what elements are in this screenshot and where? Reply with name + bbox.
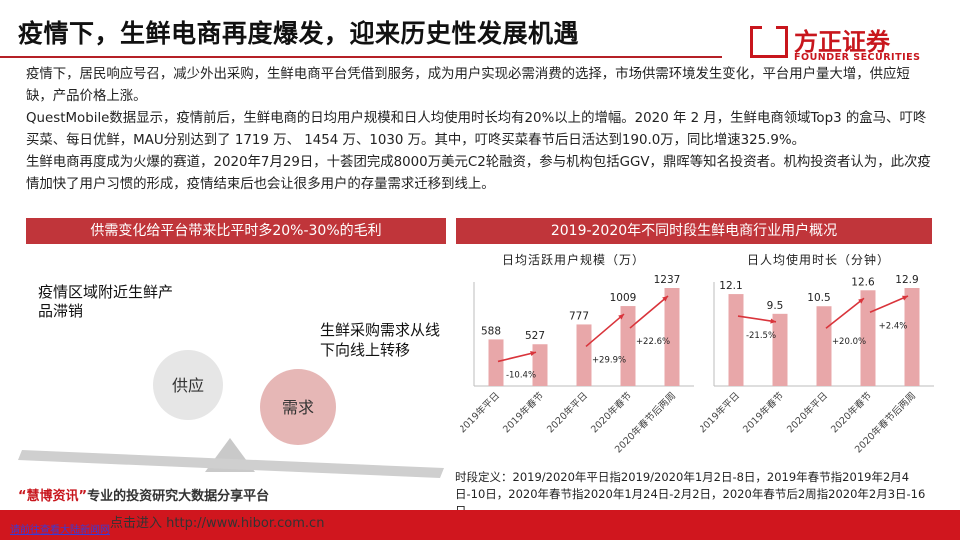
- footer-url[interactable]: 点击进入 http://www.hibor.com.cn: [110, 512, 324, 531]
- logo-brand-cn: 方正证券: [794, 28, 890, 56]
- demand-label: 需求: [282, 398, 314, 417]
- growth-label-0: -10.4%: [506, 370, 536, 380]
- seesaw-plank: [18, 450, 444, 478]
- growth-arrowhead-2: [662, 296, 668, 302]
- title-divider: [0, 56, 722, 58]
- category-label-0: 2019年平日: [700, 390, 742, 436]
- region-label: 疫情区域附近生鲜产品滞销: [38, 283, 174, 320]
- value-label-4: 12.9: [895, 274, 918, 286]
- category-label-1: 2019年春节: [500, 390, 546, 436]
- paragraph-1: 疫情下，居民响应号召，减少外出采购，生鲜电商平台凭借到服务，成为用户实现必需消费…: [26, 67, 910, 104]
- bar-2: [576, 324, 592, 386]
- value-label-2: 777: [569, 310, 589, 322]
- demand-circle: [260, 369, 336, 445]
- bar-1: [532, 344, 548, 386]
- bar-1: [772, 313, 788, 386]
- growth-arrow-0: [737, 315, 777, 323]
- logo-brand-en: FOUNDER SECURITIES: [794, 52, 921, 63]
- founder-logo: 方正证券 FOUNDER SECURITIES: [750, 20, 930, 68]
- growth-label-1: +20.0%: [832, 337, 866, 347]
- footer-bar: [0, 510, 960, 540]
- bar-2: [816, 306, 832, 386]
- logo-mark-icon: [750, 26, 788, 58]
- footer-enter-label: 点击进入: [110, 516, 163, 531]
- growth-arrow-0: [497, 351, 537, 363]
- value-label-3: 1009: [610, 292, 637, 304]
- period-definition-note: 时段定义：2019/2020年平日指2019/2020年1月2日-8日，2019…: [455, 470, 926, 518]
- bar-4: [664, 288, 680, 386]
- growth-arrowhead-1: [858, 298, 864, 304]
- growth-arrowhead-1: [618, 314, 624, 320]
- growth-label-0: -21.5%: [746, 331, 776, 341]
- chart-dau: 588 2019年平日 527 2019年春节 777 2020年平日 1009 2020年春…: [460, 274, 694, 456]
- value-label-2: 10.5: [807, 292, 830, 304]
- growth-label-1: +29.9%: [592, 355, 626, 365]
- paragraph-3: 生鲜电商再度成为火爆的赛道，2020年7月29日，十荟团完成8000万美元C2轮…: [26, 155, 931, 192]
- bar-3: [620, 306, 636, 386]
- bar-4: [904, 288, 920, 386]
- supply-circle: [153, 350, 223, 420]
- growth-arrowhead-0: [530, 350, 536, 357]
- supply-demand-banner: 供需变化给平台带来比平时多20%-30%的毛利: [26, 218, 446, 244]
- category-label-2: 2020年平日: [544, 390, 590, 436]
- category-label-2: 2020年平日: [784, 390, 830, 436]
- footer-url-text: http://www.hibor.com.cn: [166, 516, 325, 531]
- value-label-4: 1237: [654, 274, 681, 286]
- chart-title-duration: 日人均使用时长（分钟）: [747, 253, 891, 267]
- growth-arrow-1: [585, 313, 625, 348]
- value-label-1: 9.5: [767, 300, 784, 312]
- footer-ad-text: 专业的投资研究大数据分享平台: [87, 489, 270, 504]
- bar-0: [728, 294, 744, 386]
- supply-label: 供应: [172, 376, 204, 395]
- footer-ad: “慧博资讯”专业的投资研究大数据分享平台: [18, 485, 269, 504]
- footer-news-link[interactable]: 请前往查看大陆新闻网: [10, 525, 110, 536]
- value-label-0: 12.1: [719, 280, 742, 292]
- growth-arrow-2: [869, 295, 909, 314]
- demand-shift-label: 生鲜采购需求从线下向线上转移: [320, 321, 441, 359]
- value-label-0: 588: [481, 325, 501, 337]
- growth-arrowhead-2: [902, 295, 908, 301]
- user-overview-banner: 2019-2020年不同时段生鲜电商行业用户概况: [456, 218, 932, 244]
- chart-duration: 12.1 2019年平日 9.5 2019年春节 10.5 2020年平日 12.6 2020…: [700, 274, 934, 456]
- paragraph-2: QuestMobile数据显示，疫情前后，生鲜电商的日均用户规模和日人均使用时长…: [26, 111, 927, 148]
- footer-ad-brand: “慧博资讯”: [18, 489, 88, 504]
- growth-arrow-2: [629, 295, 669, 329]
- category-label-3: 2020年春节: [588, 390, 634, 436]
- growth-arrowhead-0: [770, 318, 776, 324]
- growth-arrow-1: [825, 297, 865, 329]
- category-label-0: 2019年平日: [460, 390, 502, 436]
- growth-label-2: +2.4%: [879, 321, 908, 331]
- value-label-1: 527: [525, 330, 545, 342]
- seesaw-diagram: 供应 需求: [18, 350, 444, 478]
- body-text: 疫情下，居民响应号召，减少外出采购，生鲜电商平台凭借到服务，成为用户实现必需消费…: [26, 64, 931, 196]
- value-label-3: 12.6: [851, 276, 875, 288]
- category-label-1: 2019年春节: [740, 390, 786, 436]
- chart-title-dau: 日均活跃用户规模（万）: [502, 253, 646, 267]
- growth-label-2: +22.6%: [636, 337, 670, 347]
- bar-0: [488, 339, 504, 386]
- bar-3: [860, 290, 876, 386]
- page-title: 疫情下，生鲜电商再度爆发，迎来历史性发展机遇: [18, 19, 580, 48]
- category-label-3: 2020年春节: [828, 390, 874, 436]
